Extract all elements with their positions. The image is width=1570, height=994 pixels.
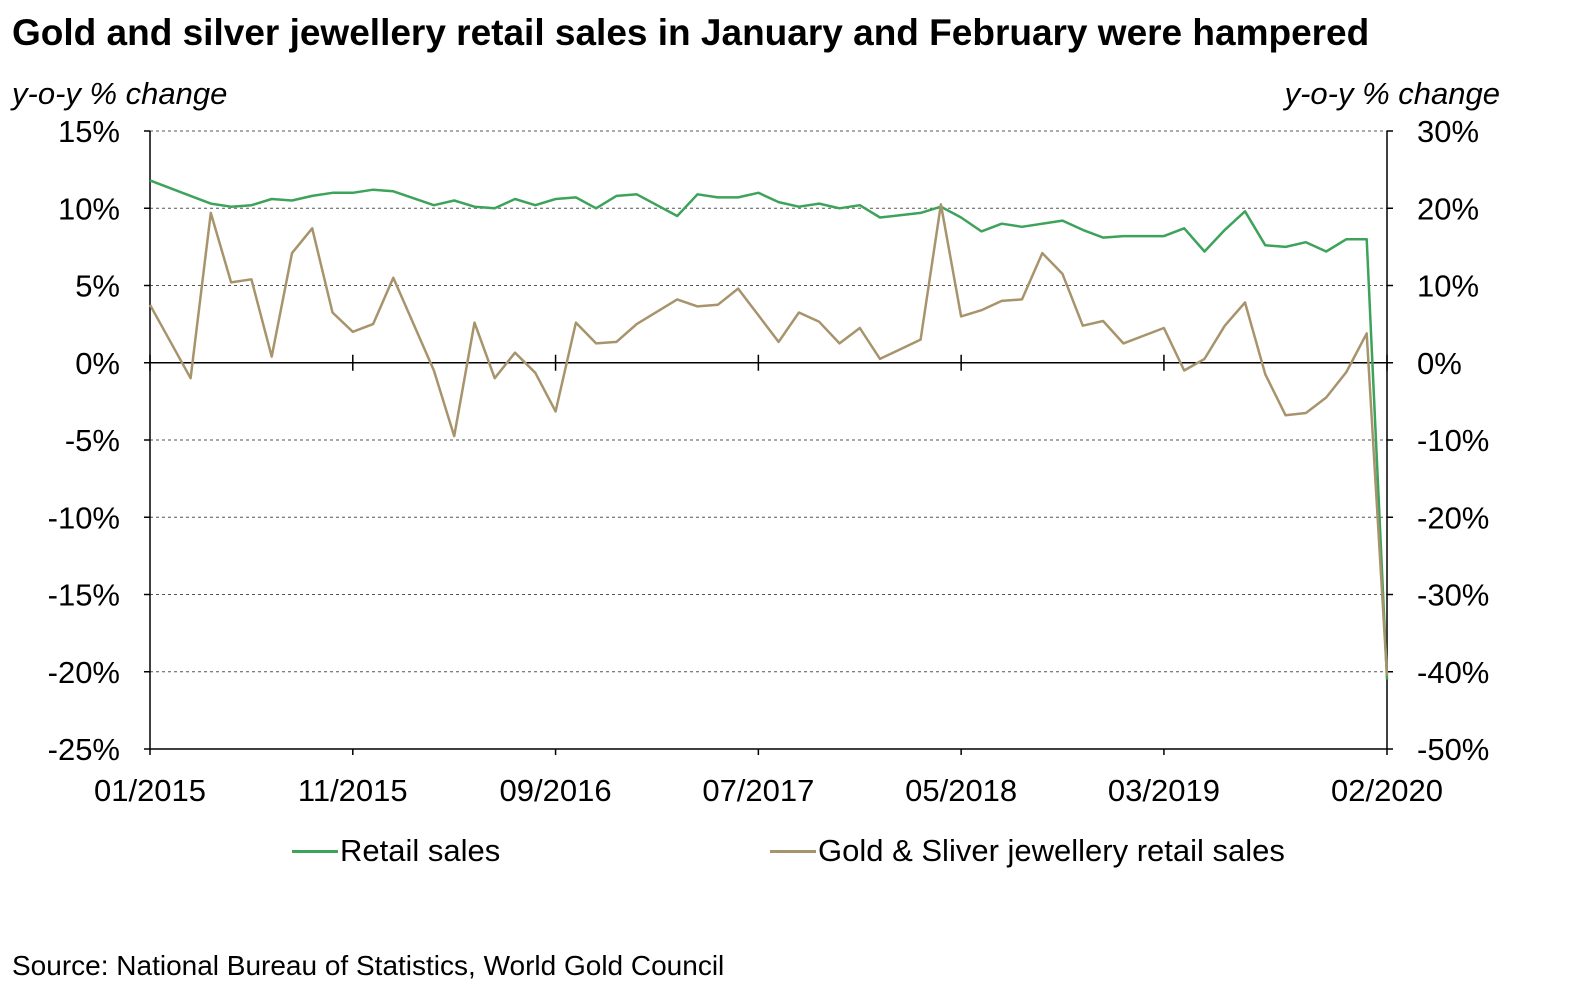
x-tick-label: 05/2018: [905, 773, 1017, 808]
right-tick-label: 30%: [1417, 114, 1479, 149]
left-axis-label: y-o-y % change: [12, 76, 228, 111]
left-tick-label: -15%: [48, 578, 120, 613]
left-tick-label: 0%: [75, 346, 120, 381]
legend-swatch-jewellery-sales: [770, 849, 816, 853]
right-tick-label: -20%: [1417, 500, 1489, 535]
left-tick-label: -5%: [65, 423, 120, 458]
x-tick-label: 11/2015: [298, 773, 408, 808]
x-tick-label: 07/2017: [702, 773, 814, 808]
left-tick-label: 10%: [58, 191, 120, 226]
right-tick-label: -10%: [1417, 423, 1489, 458]
legend-swatch-retail-sales: [292, 849, 338, 853]
left-tick-label: -25%: [48, 732, 120, 767]
right-tick-label: 0%: [1417, 346, 1462, 381]
right-tick-label: -30%: [1417, 578, 1489, 613]
legend-item-jewellery-sales: Gold & Sliver jewellery retail sales: [770, 833, 1285, 869]
right-tick-label: 20%: [1417, 191, 1479, 226]
x-tick-label: 02/2020: [1331, 773, 1443, 808]
right-tick-label: 10%: [1417, 269, 1479, 304]
left-tick-label: -20%: [48, 655, 120, 690]
left-tick-label: 15%: [58, 114, 120, 149]
x-tick-label: 03/2019: [1108, 773, 1220, 808]
right-axis-label: y-o-y % change: [1284, 76, 1500, 111]
legend-item-retail-sales: Retail sales: [292, 833, 500, 869]
right-tick-label: -50%: [1417, 732, 1489, 767]
source-note: Source: National Bureau of Statistics, W…: [12, 950, 725, 981]
legend-label-jewellery-sales: Gold & Sliver jewellery retail sales: [818, 833, 1285, 868]
legend-label-retail-sales: Retail sales: [340, 833, 501, 868]
left-tick-label: 5%: [75, 269, 120, 304]
right-tick-label: -40%: [1417, 655, 1489, 690]
x-tick-label: 09/2016: [500, 773, 612, 808]
chart-title: Gold and silver jewellery retail sales i…: [12, 12, 1370, 53]
left-tick-label: -10%: [48, 500, 120, 535]
jewellery-sales-line: [148, 203, 1389, 676]
retail-sales-line: [149, 179, 1389, 680]
x-tick-label: 01/2015: [94, 773, 206, 808]
